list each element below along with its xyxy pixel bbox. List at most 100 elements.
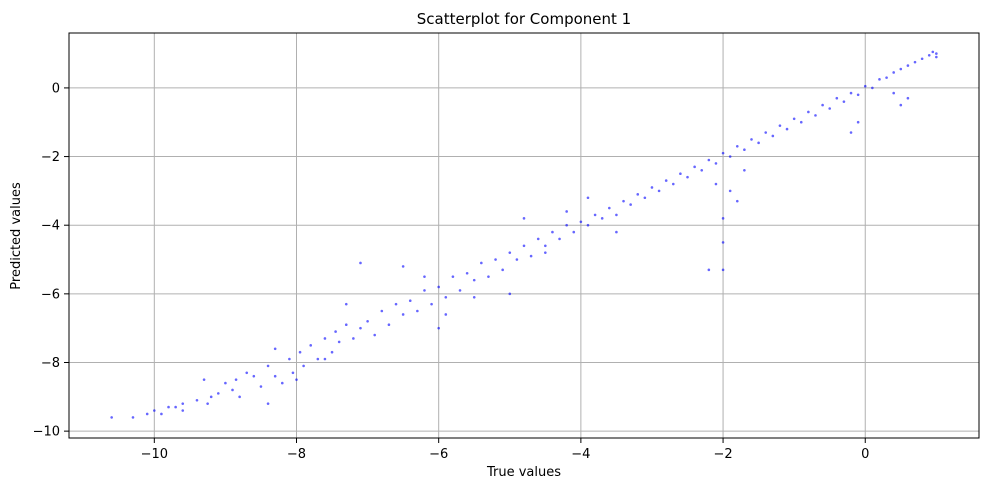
y-tick-label: −8 — [41, 356, 60, 371]
scatter-point — [167, 405, 170, 409]
scatter-point — [849, 91, 853, 95]
scatter-point — [828, 107, 832, 110]
scatter-point — [906, 64, 910, 67]
scatter-point — [579, 220, 583, 224]
y-axis-title: Predicted values — [9, 182, 24, 290]
scatter-point — [153, 409, 156, 412]
scatter-point — [174, 405, 177, 409]
y-tick-label: −2 — [41, 150, 60, 165]
scatter-point — [892, 91, 895, 95]
scatter-point — [231, 388, 234, 392]
scatter-point — [622, 199, 625, 203]
scatter-point — [892, 71, 895, 74]
y-tick-label: 0 — [52, 81, 60, 96]
scatter-point — [721, 241, 725, 244]
scatter-point — [608, 206, 611, 210]
scatter-point — [252, 374, 256, 378]
scatter-point — [444, 313, 448, 316]
scatter-point — [863, 84, 867, 88]
scatter-point — [679, 172, 682, 176]
scatter-point — [487, 275, 490, 278]
chart-title: Scatterplot for Component 1 — [417, 10, 631, 28]
scatter-point — [380, 309, 384, 313]
scatter-point — [323, 337, 327, 340]
scatter-point — [814, 114, 817, 117]
scatter-point — [330, 350, 334, 354]
scatter-point — [871, 86, 874, 90]
scatter-point — [352, 337, 355, 340]
scatter-point — [593, 213, 597, 217]
scatter-point — [394, 302, 398, 306]
data-points — [110, 50, 938, 419]
x-tick-label: −10 — [141, 447, 168, 462]
scatter-point — [735, 199, 739, 203]
scatter-point — [835, 96, 839, 100]
scatter-point — [906, 96, 910, 100]
scatter-point — [643, 196, 647, 200]
scatter-point — [444, 295, 448, 299]
scatter-point — [266, 402, 270, 405]
scatter-point — [344, 323, 348, 327]
scatter-point — [195, 398, 199, 402]
scatter-point — [551, 230, 554, 234]
scatter-point — [206, 402, 209, 405]
scatter-point — [110, 416, 113, 419]
scatter-point — [423, 275, 426, 278]
scatter-point — [181, 402, 185, 405]
scatter-point — [821, 103, 824, 107]
scatter-point — [771, 134, 775, 138]
scatter-point — [280, 381, 284, 385]
scatter-point — [615, 213, 618, 217]
scatter-point — [878, 78, 881, 81]
scatter-point — [636, 193, 640, 196]
scatter-point — [686, 175, 689, 179]
scatter-point — [529, 254, 533, 258]
scatter-point — [508, 251, 512, 254]
scatter-point — [298, 350, 302, 354]
y-tick-label: −4 — [41, 219, 60, 234]
scatter-point — [657, 189, 661, 193]
scatter-point — [202, 378, 206, 381]
scatter-point — [508, 292, 512, 296]
scatter-point — [373, 333, 377, 337]
scatter-point — [842, 100, 846, 103]
scatter-point — [558, 237, 561, 241]
scatter-point — [458, 289, 462, 292]
scatter-point — [600, 217, 604, 220]
scatter-point — [544, 251, 547, 254]
x-axis-title: True values — [486, 465, 561, 480]
scatter-point — [586, 223, 590, 227]
scatter-point — [366, 320, 369, 323]
scatter-point — [650, 186, 654, 189]
scatter-point — [316, 357, 320, 361]
scatter-point — [344, 302, 348, 306]
x-axis-ticks: −10 −8 −6 −4 −2 0 — [141, 438, 869, 462]
scatter-point — [792, 117, 796, 121]
scatter-point — [671, 182, 675, 186]
scatter-point — [359, 261, 362, 265]
scatter-point — [160, 412, 163, 416]
scatter-point — [245, 371, 249, 375]
scatter-point — [586, 196, 590, 200]
scatter-point — [707, 158, 711, 162]
scatter-point — [472, 278, 476, 282]
scatter-point — [565, 210, 568, 213]
scatter-point — [920, 57, 924, 61]
x-tick-label: −2 — [713, 447, 732, 462]
scatter-point — [273, 374, 277, 378]
scatter-point — [629, 203, 632, 206]
y-tick-label: −6 — [41, 287, 60, 302]
scatter-point — [615, 230, 618, 234]
scatter-point — [899, 103, 903, 107]
scatter-point — [856, 120, 860, 124]
scatter-point — [935, 52, 938, 55]
x-tick-label: −6 — [429, 447, 448, 462]
scatter-point — [234, 378, 238, 381]
scatter-point — [778, 124, 782, 127]
scatter-point — [693, 165, 696, 169]
scatter-point — [451, 275, 455, 278]
scatter-point — [288, 357, 291, 361]
scatter-point — [522, 217, 526, 220]
scatter-point — [359, 326, 362, 330]
